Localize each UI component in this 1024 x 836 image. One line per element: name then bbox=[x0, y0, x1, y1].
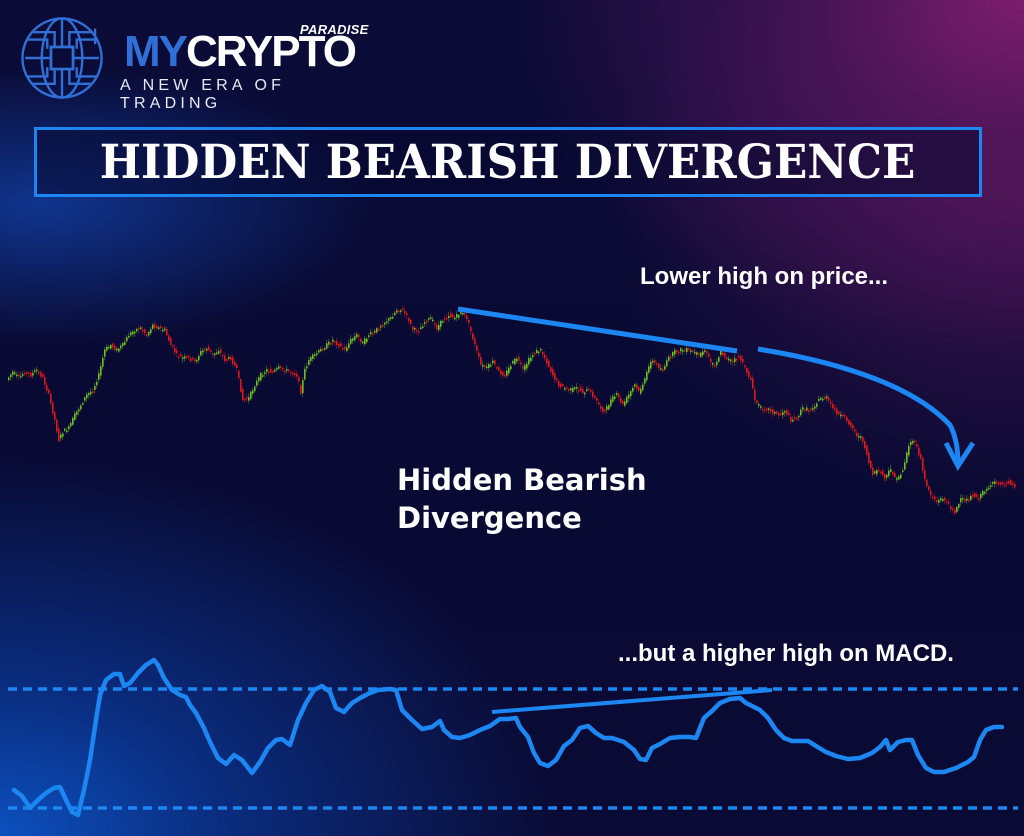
arrow-down-icon bbox=[943, 441, 976, 471]
title-banner: HIDDEN BEARISH DIVERGENCE bbox=[34, 127, 982, 197]
brand-crypto: CRYPTO bbox=[186, 27, 357, 76]
macd-annotation: ...but a higher high on MACD. bbox=[618, 640, 954, 667]
price-curve-arrow bbox=[757, 346, 961, 465]
center-annotation-line2: Divergence bbox=[397, 501, 582, 535]
brand-paradise: PARADISE bbox=[300, 22, 369, 37]
page-title: HIDDEN BEARISH DIVERGENCE bbox=[100, 134, 916, 190]
brand-logo: PARADISE MYCRYPTO A NEW ERA OF TRADING bbox=[12, 8, 372, 112]
brand-my: MY bbox=[124, 27, 188, 76]
price-annotation: Lower high on price... bbox=[640, 263, 889, 290]
globe-circuit-icon bbox=[21, 17, 103, 99]
brand-name: MYCRYPTO bbox=[124, 27, 357, 76]
center-annotation: Hidden Bearish Divergence bbox=[397, 461, 697, 537]
price-lower-high-trendline bbox=[457, 306, 738, 354]
brand-tagline: A NEW ERA OF TRADING bbox=[120, 77, 286, 112]
center-annotation-line1: Hidden Bearish bbox=[397, 463, 647, 497]
macd-line bbox=[11, 657, 1005, 818]
price-candles bbox=[8, 305, 1016, 516]
macd-higher-high-trendline bbox=[491, 688, 773, 714]
